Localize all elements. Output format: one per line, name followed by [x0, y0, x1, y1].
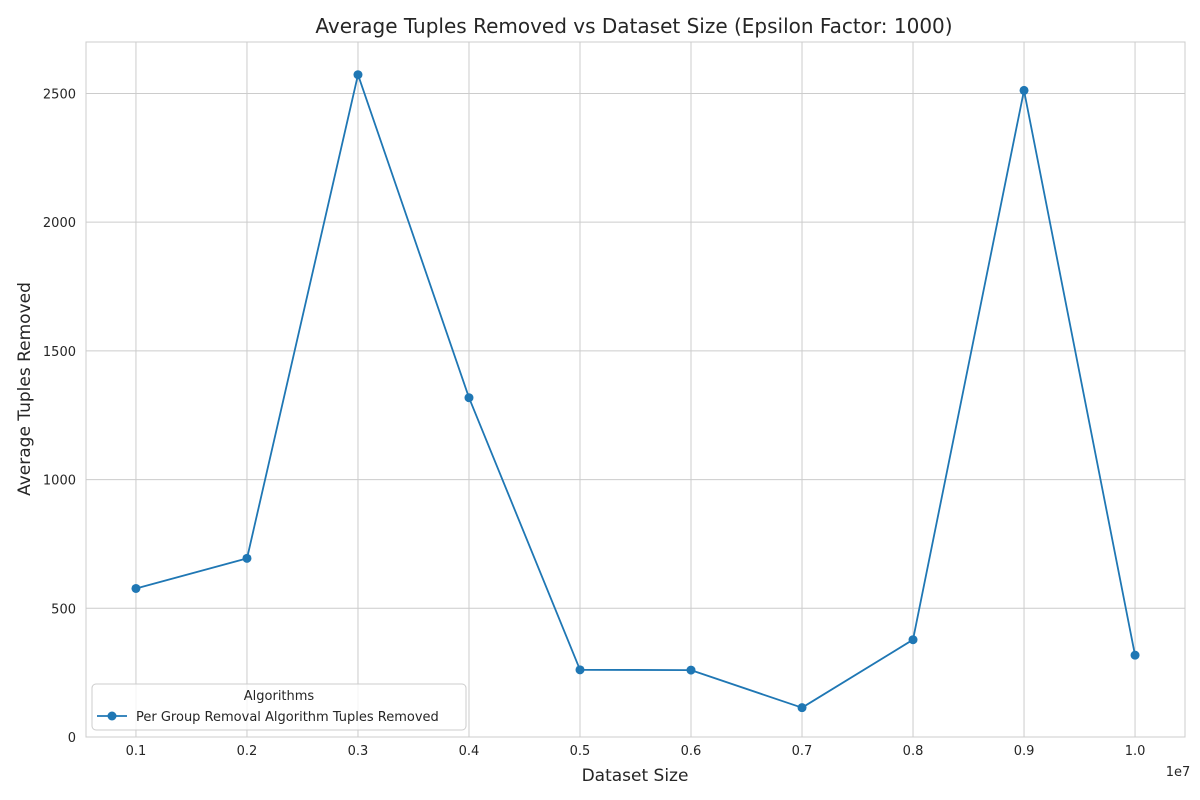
x-tick-label: 0.8	[903, 744, 924, 759]
data-point	[1019, 85, 1029, 95]
series-line	[135, 73, 1136, 709]
x-tick-label: 0.5	[570, 744, 591, 759]
legend-entry-label: Per Group Removal Algorithm Tuples Remov…	[136, 710, 439, 725]
x-tick-label: 0.3	[348, 744, 369, 759]
chart-title: Average Tuples Removed vs Dataset Size (…	[315, 14, 952, 38]
y-tick-label: 0	[68, 731, 76, 746]
y-tick-label: 500	[51, 602, 76, 617]
y-tick-label: 1000	[43, 474, 76, 489]
data-point	[908, 635, 918, 645]
series-layer	[131, 70, 1140, 713]
data-point	[575, 665, 585, 675]
legend: Algorithms Per Group Removal Algorithm T…	[91, 683, 467, 731]
x-tick-label: 0.6	[681, 744, 702, 759]
y-tick-label: 2500	[43, 87, 76, 102]
data-point	[242, 553, 252, 563]
data-point	[353, 70, 363, 80]
x-axis-label: Dataset Size	[582, 766, 689, 786]
x-axis-offset-label: 1e7	[1166, 765, 1191, 780]
tick-layer: 0.1 0.2 0.3 0.4 0.5 0.6 0.7 0.8 0.9 1.0 0 500 1000 15…	[43, 87, 1145, 759]
data-point	[797, 703, 807, 713]
plot-frame	[85, 41, 1186, 738]
x-tick-label: 0.9	[1014, 744, 1035, 759]
legend-marker-swatch	[107, 711, 117, 721]
y-tick-label: 1500	[43, 345, 76, 360]
y-tick-label: 2000	[43, 216, 76, 231]
x-tick-label: 0.4	[459, 744, 480, 759]
grid-layer	[86, 42, 1185, 738]
x-tick-label: 0.7	[792, 744, 813, 759]
data-point	[464, 393, 474, 403]
y-axis-label: Average Tuples Removed	[15, 282, 35, 496]
legend-title: Algorithms	[244, 689, 315, 704]
data-point	[131, 583, 141, 593]
data-point	[1130, 650, 1140, 660]
x-tick-label: 1.0	[1125, 744, 1146, 759]
x-tick-label: 0.2	[237, 744, 258, 759]
x-tick-label: 0.1	[126, 744, 147, 759]
data-point	[686, 665, 696, 675]
legend-box	[91, 683, 467, 731]
